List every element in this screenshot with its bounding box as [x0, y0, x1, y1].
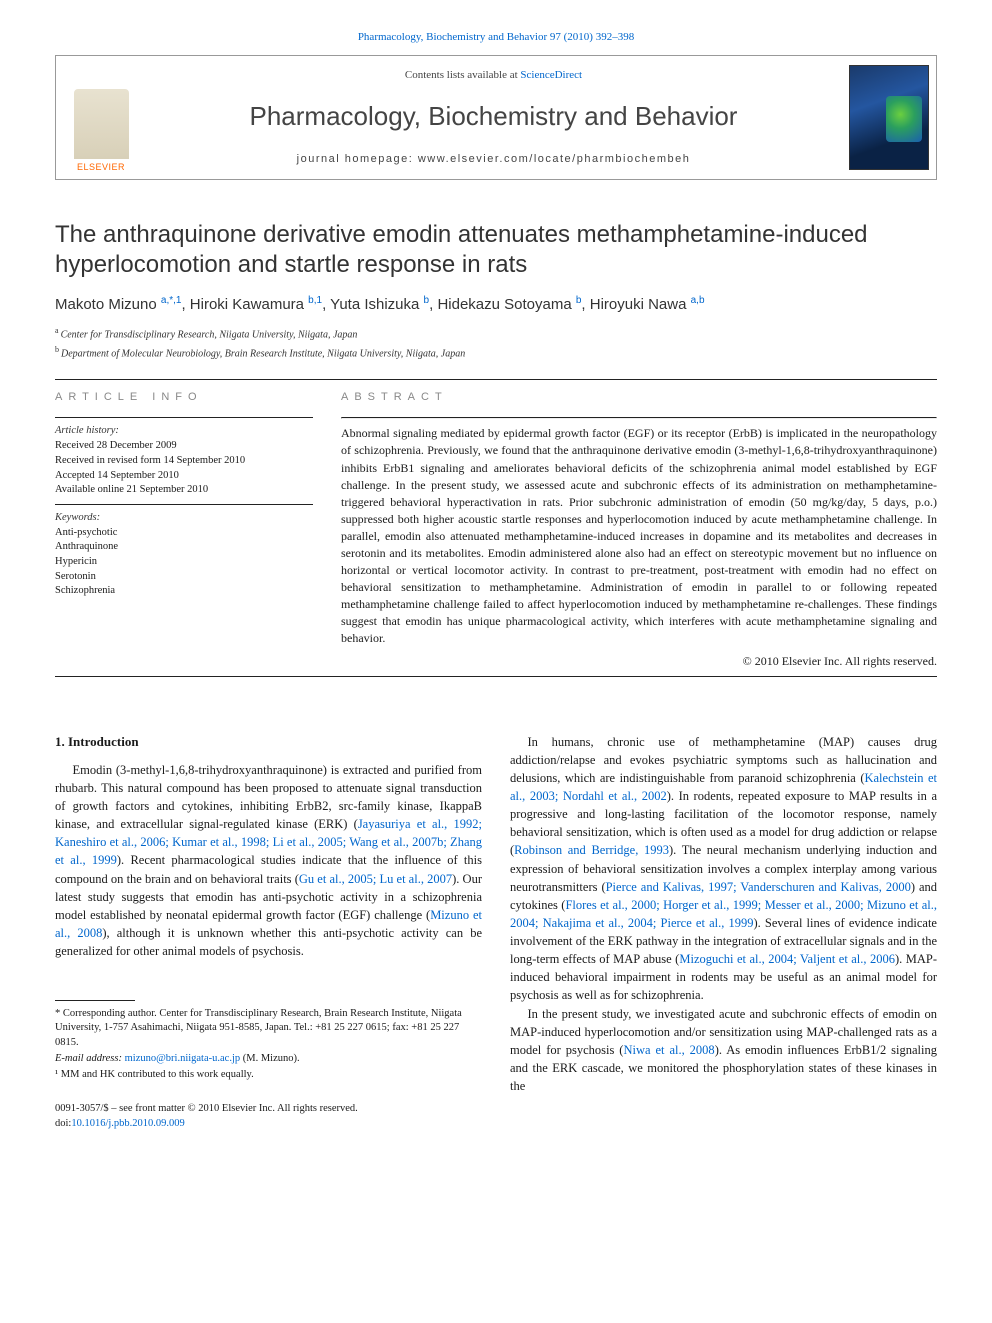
affiliations: aCenter for Transdisciplinary Research, …	[55, 325, 937, 361]
footnotes: * Corresponding author. Center for Trans…	[55, 1007, 482, 1082]
equal-contribution-note: ¹ MM and HK contributed to this work equ…	[55, 1068, 482, 1082]
history-item: Accepted 14 September 2010	[55, 469, 313, 484]
citation-link[interactable]: Mizoguchi et al., 2004; Valjent et al., …	[679, 952, 895, 966]
citation-link[interactable]: Pierce and Kalivas, 1997; Vanderschuren …	[606, 880, 911, 894]
abstract-header: ABSTRACT	[341, 390, 937, 405]
affiliation: bDepartment of Molecular Neurobiology, B…	[55, 344, 937, 361]
keywords-label: Keywords:	[55, 511, 313, 526]
keyword: Serotonin	[55, 570, 313, 585]
author: , Hidekazu Sotoyama b	[429, 296, 581, 313]
article-title: The anthraquinone derivative emodin atte…	[55, 220, 937, 280]
article-info: ARTICLE INFO Article history: Received 2…	[55, 390, 313, 670]
doi-line: doi:10.1016/j.pbb.2010.09.009	[55, 1117, 482, 1132]
journal-banner: ELSEVIER Contents lists available at Sci…	[55, 55, 937, 180]
email-line: E-mail address: mizuno@bri.niigata-u.ac.…	[55, 1052, 482, 1066]
elsevier-tree-icon	[74, 89, 129, 159]
divider	[55, 504, 313, 505]
journal-reference[interactable]: Pharmacology, Biochemistry and Behavior …	[55, 30, 937, 45]
keyword: Schizophrenia	[55, 584, 313, 599]
author: , Yuta Ishizuka b	[322, 296, 429, 313]
homepage-prefix: journal homepage:	[297, 153, 418, 165]
abstract-block: ABSTRACT Abnormal signaling mediated by …	[341, 390, 937, 670]
publisher-name: ELSEVIER	[77, 161, 125, 174]
contents-line: Contents lists available at ScienceDirec…	[156, 68, 831, 83]
homepage-line: journal homepage: www.elsevier.com/locat…	[156, 152, 831, 167]
author: , Hiroki Kawamura b,1	[181, 296, 322, 313]
abstract-text: Abnormal signaling mediated by epidermal…	[341, 425, 937, 646]
history-item: Received in revised form 14 September 20…	[55, 454, 313, 469]
section-heading: 1. Introduction	[55, 733, 482, 751]
keyword: Anthraquinone	[55, 540, 313, 555]
doi-link[interactable]: 10.1016/j.pbb.2010.09.009	[71, 1118, 184, 1129]
author: Makoto Mizuno a,*,1	[55, 296, 181, 313]
history-item: Available online 21 September 2010	[55, 483, 313, 498]
bottom-matter: 0091-3057/$ – see front matter © 2010 El…	[55, 1102, 482, 1131]
email-link[interactable]: mizuno@bri.niigata-u.ac.jp	[125, 1053, 241, 1064]
body-columns: 1. Introduction Emodin (3-methyl-1,6,8-t…	[55, 733, 937, 1132]
front-matter-line: 0091-3057/$ – see front matter © 2010 El…	[55, 1102, 482, 1117]
info-abstract-row: ARTICLE INFO Article history: Received 2…	[55, 390, 937, 670]
contents-prefix: Contents lists available at	[405, 69, 520, 81]
author-list: Makoto Mizuno a,*,1, Hiroki Kawamura b,1…	[55, 294, 937, 315]
citation-link[interactable]: Robinson and Berridge, 1993	[514, 843, 669, 857]
divider	[55, 379, 937, 380]
publisher-logo: ELSEVIER	[56, 56, 146, 179]
banner-center: Contents lists available at ScienceDirec…	[146, 60, 841, 175]
keyword: Anti-psychotic	[55, 526, 313, 541]
body-paragraph: In humans, chronic use of methamphetamin…	[510, 733, 937, 1005]
copyright: © 2010 Elsevier Inc. All rights reserved…	[341, 653, 937, 670]
homepage-url[interactable]: www.elsevier.com/locate/pharmbiochembeh	[418, 153, 691, 165]
citation-link[interactable]: Niwa et al., 2008	[623, 1043, 714, 1057]
article-info-header: ARTICLE INFO	[55, 390, 313, 405]
column-left: 1. Introduction Emodin (3-methyl-1,6,8-t…	[55, 733, 482, 1132]
journal-name: Pharmacology, Biochemistry and Behavior	[156, 98, 831, 134]
footnote-rule	[55, 1000, 135, 1001]
cover-thumbnail-wrap	[841, 56, 936, 179]
divider	[55, 417, 313, 418]
journal-cover-icon	[849, 65, 929, 170]
column-right: In humans, chronic use of methamphetamin…	[510, 733, 937, 1132]
body-paragraph: In the present study, we investigated ac…	[510, 1005, 937, 1096]
affiliation: aCenter for Transdisciplinary Research, …	[55, 325, 937, 342]
history-item: Received 28 December 2009	[55, 439, 313, 454]
keyword: Hypericin	[55, 555, 313, 570]
divider	[341, 417, 937, 419]
history-label: Article history:	[55, 424, 313, 439]
corresponding-author-note: * Corresponding author. Center for Trans…	[55, 1007, 482, 1050]
divider	[55, 676, 937, 677]
email-suffix: (M. Mizuno).	[240, 1053, 300, 1064]
email-label: E-mail address:	[55, 1053, 125, 1064]
sciencedirect-link[interactable]: ScienceDirect	[520, 69, 582, 81]
author: , Hiroyuki Nawa a,b	[581, 296, 704, 313]
body-paragraph: Emodin (3-methyl-1,6,8-trihydroxyanthraq…	[55, 761, 482, 960]
citation-link[interactable]: Gu et al., 2005; Lu et al., 2007	[299, 872, 452, 886]
